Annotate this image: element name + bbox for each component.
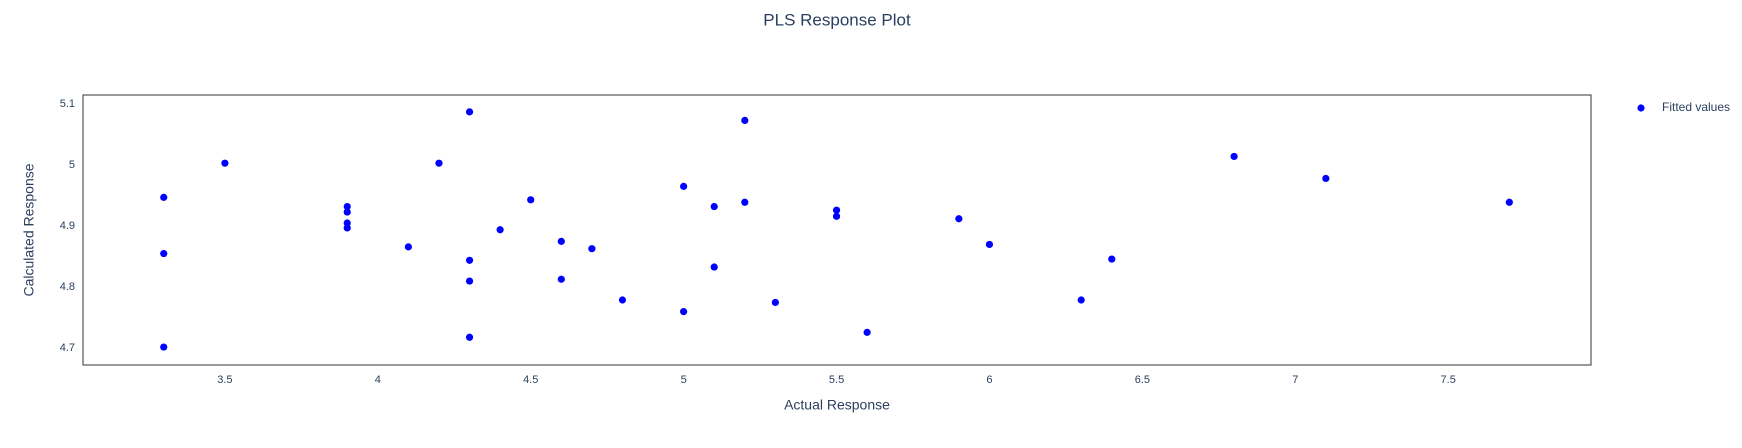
point [557,237,565,245]
x-tick-label: 5.5 [829,374,844,386]
point [160,193,168,201]
point [496,226,504,234]
x-tick-label: 7 [1292,374,1298,386]
point [741,198,749,206]
y-tick-label: 5.1 [60,98,75,110]
point [465,277,474,285]
legend-marker [1637,104,1645,112]
x-tick-label: 3.5 [217,374,232,386]
point [465,256,474,264]
point [343,208,351,216]
point [465,333,474,341]
point [1230,152,1238,161]
point [1505,198,1513,206]
point [221,159,229,167]
point [435,159,443,167]
point [404,243,412,251]
x-tick-label: 6.5 [1135,374,1150,386]
point [160,249,168,258]
legend-label: Fitted values [1662,100,1730,114]
point [557,275,565,283]
point [527,196,535,204]
point [832,206,841,214]
point [465,108,474,116]
y-tick-label: 4.7 [60,342,75,354]
point [680,182,688,190]
x-tick-label: 6 [986,374,992,386]
y-axis-label: Calculated Response [21,163,37,296]
point [985,240,994,249]
x-tick-label: 4 [375,374,381,386]
point [160,343,168,351]
point [343,202,351,211]
point [710,202,718,211]
chart-title: PLS Response Plot [763,10,911,29]
point [618,296,627,304]
point [741,116,749,125]
point [832,212,841,220]
point [1108,255,1116,263]
point [588,245,596,253]
point [1077,296,1085,304]
point [863,328,871,336]
x-tick-label: 5 [681,374,687,386]
y-tick-label: 4.9 [60,220,75,232]
x-axis-label: Actual Response [784,397,890,413]
x-tick-label: 4.5 [523,374,538,386]
x-tick-label: 7.5 [1441,374,1456,386]
point [771,298,779,307]
point [955,215,963,223]
point [1322,174,1330,183]
point [710,263,718,271]
y-tick-label: 5 [69,159,75,171]
point [680,308,688,316]
plot-frame [82,94,1592,366]
y-tick-label: 4.8 [60,281,75,293]
point [343,224,351,232]
